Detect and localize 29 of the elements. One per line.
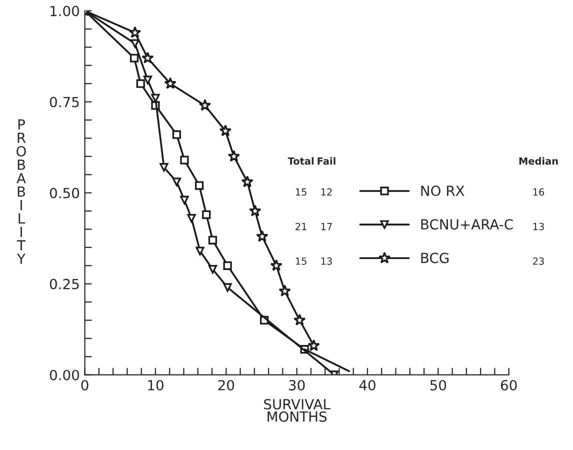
y-tick-label: 0.75 — [50, 96, 79, 108]
annotation: Fail — [318, 157, 336, 165]
x-tick-label: 60 — [500, 380, 517, 390]
text: 16 — [533, 188, 544, 196]
x-tick-label: 10 — [148, 380, 164, 390]
y-tick-label: 0.50 — [50, 188, 80, 198]
y-tick-label: 0.00 — [50, 370, 80, 380]
text: PROBABILITY — [16, 119, 26, 264]
x-tick-label: 40 — [359, 380, 376, 390]
text: 23 — [533, 257, 544, 265]
annotation: 15 — [296, 188, 306, 196]
x-tick-label: 20 — [218, 380, 234, 390]
legend-label: BCNU+ARA-C — [421, 219, 513, 230]
annotation: 12 — [321, 188, 332, 196]
x-axis-title: SURVIVAL MONTHS — [264, 398, 330, 422]
legend-label: NO RX — [421, 186, 464, 196]
text: 13 — [533, 222, 544, 230]
annotation: 13 — [321, 257, 332, 265]
legend-label: BCG — [421, 252, 449, 264]
x-tick-label: 30 — [289, 380, 305, 390]
annotation: 17 — [321, 223, 332, 230]
x-tick-label: 0 — [81, 380, 88, 390]
annotation: 21 — [296, 222, 306, 230]
y-tick-label: 0.25 — [50, 278, 79, 290]
annotation: Total — [288, 157, 314, 165]
y-tick-label: 1.00 — [50, 6, 80, 16]
text: Median — [519, 157, 558, 165]
x-tick-label: 50 — [430, 380, 446, 390]
annotation: 15 — [296, 258, 306, 265]
